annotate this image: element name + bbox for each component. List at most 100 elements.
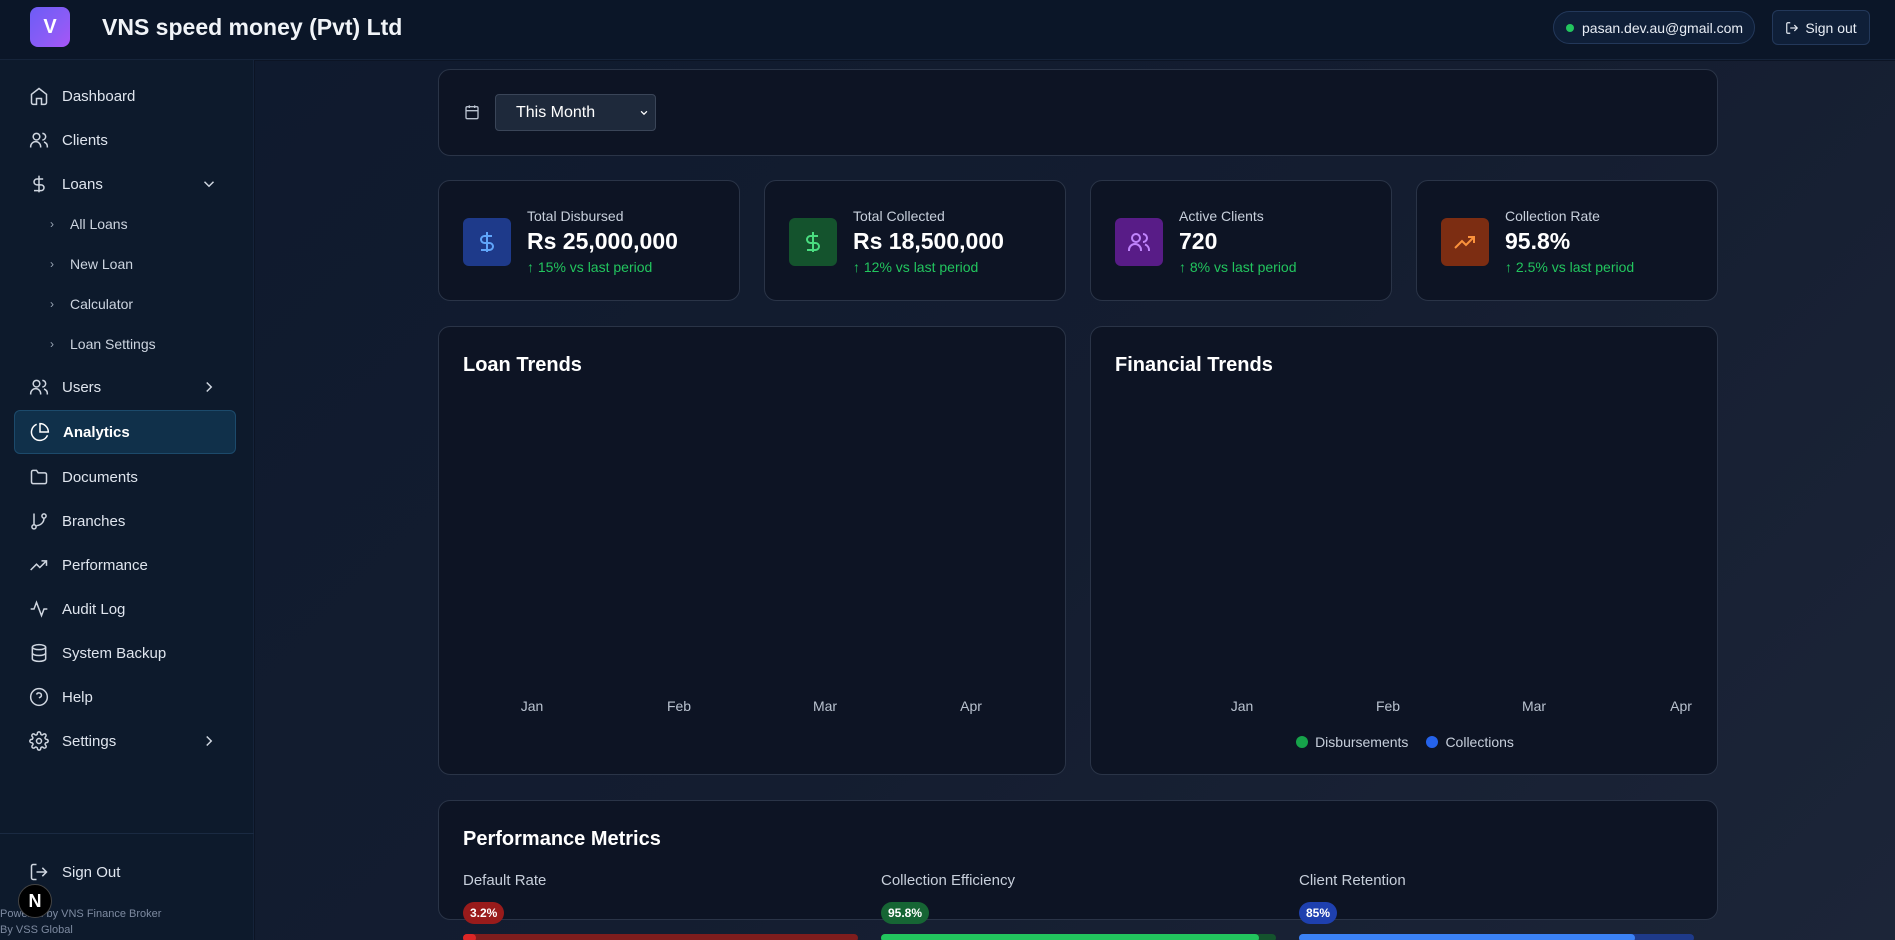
stat-label: Active Clients <box>1179 208 1264 224</box>
nextjs-dev-badge[interactable]: N <box>18 884 52 918</box>
logo-letter: V <box>43 15 57 38</box>
stat-change: ↑ 12% vs last period <box>853 259 979 275</box>
database-icon <box>28 642 50 664</box>
sidebar-subitem-label: Loan Settings <box>70 336 156 352</box>
chevron-right-icon[interactable] <box>200 732 218 750</box>
chevron-right-icon: › <box>50 337 54 351</box>
sidebar-subitem-new-loan[interactable]: › New Loan <box>50 249 133 279</box>
legend-label: Collections <box>1445 734 1514 750</box>
stat-change: ↑ 15% vs last period <box>527 259 653 275</box>
sidebar-subitem-loan-settings[interactable]: › Loan Settings <box>50 329 156 359</box>
sidebar-subitem-label: New Loan <box>70 256 134 272</box>
app-title: VNS speed money (Pvt) Ltd <box>102 14 403 40</box>
header-sign-out-button[interactable]: Sign out <box>1772 10 1870 45</box>
stat-label: Collection Rate <box>1505 208 1600 224</box>
stat-change: ↑ 8% vs last period <box>1179 259 1297 275</box>
financial-trends-title: Financial Trends <box>1115 354 1273 376</box>
dollar-icon <box>28 173 50 195</box>
app-logo[interactable]: V <box>30 7 70 47</box>
help-circle-icon <box>28 686 50 708</box>
sidebar-item-label: Users <box>62 378 102 396</box>
financial-trends-card: Financial Trends Jan Feb Mar Apr Disburs… <box>1090 326 1718 775</box>
trending-up-icon <box>1441 218 1489 266</box>
sidebar-subitem-label: All Loans <box>70 216 128 232</box>
sidebar: Dashboard Clients Loans › All Loans › New … <box>0 60 254 940</box>
git-branch-icon <box>28 510 50 532</box>
stat-card-collection-rate: Collection Rate 95.8% ↑ 2.5% vs last per… <box>1416 180 1718 301</box>
dollar-icon <box>789 218 837 266</box>
metric-progress-track <box>881 934 1276 940</box>
users-icon <box>28 129 50 151</box>
legend-item-disbursements[interactable]: Disbursements <box>1296 734 1408 750</box>
stat-card-active-clients: Active Clients 720 ↑ 8% vs last period <box>1090 180 1392 301</box>
metric-progress-track <box>1299 934 1694 940</box>
sidebar-subitem-label: Calculator <box>70 296 134 312</box>
home-icon <box>28 85 50 107</box>
legend-dot <box>1426 736 1439 748</box>
x-tick-label: Mar <box>1521 698 1547 714</box>
metric-progress-fill <box>463 934 476 940</box>
x-tick-label: Feb <box>1375 698 1401 714</box>
sidebar-item-help[interactable]: Help <box>14 675 236 719</box>
chevron-right-icon[interactable] <box>200 378 218 396</box>
x-tick-label: Jan <box>520 698 544 714</box>
stat-value: Rs 25,000,000 <box>527 228 678 254</box>
sidebar-subitem-calculator[interactable]: › Calculator <box>50 289 133 319</box>
chevron-right-icon: › <box>50 217 54 231</box>
log-out-icon <box>1786 21 1799 34</box>
pie-chart-icon <box>29 421 51 443</box>
sidebar-divider <box>0 833 254 834</box>
sidebar-sign-out-button[interactable]: Sign Out <box>14 850 236 894</box>
calendar-icon <box>465 105 479 120</box>
sidebar-item-label: System Backup <box>62 644 167 662</box>
sidebar-item-system-backup[interactable]: System Backup <box>14 631 236 675</box>
metric-label: Client Retention <box>1299 872 1406 889</box>
stat-value: Rs 18,500,000 <box>853 228 1004 254</box>
sidebar-item-settings[interactable]: Settings <box>14 719 236 763</box>
date-filter-card: This Month <box>438 69 1718 156</box>
sidebar-item-users[interactable]: Users <box>14 365 236 409</box>
x-tick-label: Feb <box>666 698 692 714</box>
sidebar-subitem-all-loans[interactable]: › All Loans <box>50 209 128 239</box>
sidebar-item-label: Dashboard <box>62 87 136 105</box>
users-icon <box>1115 218 1163 266</box>
user-email-pill[interactable]: pasan.dev.au@gmail.com <box>1553 11 1755 44</box>
period-select[interactable]: This Month <box>495 94 656 131</box>
sidebar-item-analytics[interactable]: Analytics <box>14 410 236 454</box>
stat-value: 720 <box>1179 228 1218 254</box>
log-out-icon <box>28 861 50 883</box>
metric-progress-track <box>463 934 858 940</box>
sidebar-item-dashboard[interactable]: Dashboard <box>14 74 236 118</box>
chevron-right-icon: › <box>50 257 54 271</box>
sidebar-item-clients[interactable]: Clients <box>14 118 236 162</box>
stat-card-total-collected: Total Collected Rs 18,500,000 ↑ 12% vs l… <box>764 180 1066 301</box>
chevron-down-icon[interactable] <box>200 175 218 193</box>
folder-icon <box>28 466 50 488</box>
metric-progress-fill <box>881 934 1260 940</box>
sidebar-sign-out-label: Sign Out <box>62 863 121 881</box>
gear-icon <box>28 730 50 752</box>
x-tick-label: Apr <box>1670 698 1692 714</box>
header-sign-out-label: Sign out <box>1805 19 1857 36</box>
stat-card-total-disbursed: Total Disbursed Rs 25,000,000 ↑ 15% vs l… <box>438 180 740 301</box>
sidebar-item-audit-log[interactable]: Audit Log <box>14 587 236 631</box>
sidebar-item-performance[interactable]: Performance <box>14 543 236 587</box>
performance-metrics-card: Performance Metrics Default Rate 3.2% Co… <box>438 800 1718 940</box>
performance-metrics-title: Performance Metrics <box>463 828 661 850</box>
loan-trends-title: Loan Trends <box>463 354 582 376</box>
legend-dot <box>1296 736 1309 748</box>
sidebar-item-branches[interactable]: Branches <box>14 499 236 543</box>
sidebar-item-documents[interactable]: Documents <box>14 455 236 499</box>
chevron-right-icon: › <box>50 297 54 311</box>
activity-icon <box>28 598 50 620</box>
legend-item-collections[interactable]: Collections <box>1426 734 1514 750</box>
sidebar-item-loans[interactable]: Loans <box>14 162 236 206</box>
sidebar-item-label: Branches <box>62 512 126 530</box>
loan-trends-card: Loan Trends Jan Feb Mar Apr <box>438 326 1066 775</box>
top-header: V VNS speed money (Pvt) Ltd pasan.dev.au… <box>0 0 1895 60</box>
metric-badge: 3.2% <box>463 902 505 924</box>
legend-label: Disbursements <box>1315 734 1409 750</box>
sidebar-item-label: Documents <box>62 468 138 486</box>
sidebar-item-label: Analytics <box>63 423 130 441</box>
metric-label: Default Rate <box>463 872 547 889</box>
